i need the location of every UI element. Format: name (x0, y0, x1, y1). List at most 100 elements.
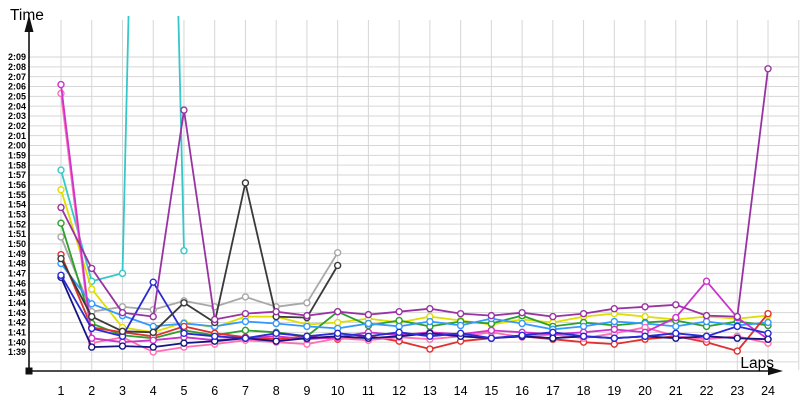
x-tick-label: 16 (515, 384, 529, 398)
series-point-navy (549, 334, 557, 342)
series-point-black (88, 312, 96, 321)
x-tick-label: 1 (58, 384, 65, 398)
x-axis-title: Laps (740, 355, 774, 372)
y-tick-label: 1:45 (8, 288, 26, 298)
x-tick-label: 5 (180, 384, 187, 398)
series-point-blue (57, 271, 65, 279)
series-point-magenta (487, 326, 496, 335)
y-tick-label: 2:04 (8, 101, 26, 111)
series-point-purple (303, 311, 311, 320)
tick-labels: 2:092:082:072:062:052:042:032:022:012:00… (8, 52, 775, 398)
series-point-purple (180, 106, 188, 114)
series-point-navy (88, 343, 96, 351)
series-point-dodgerblue (610, 317, 619, 326)
series-line-blue (60, 274, 769, 340)
y-tick-label: 2:01 (8, 131, 26, 141)
series-point-gray (303, 299, 311, 307)
series-point-turquoise (118, 269, 127, 278)
x-axis-arrow-icon (768, 366, 783, 376)
series-point-green (241, 326, 250, 335)
series-point-purple (88, 264, 96, 273)
series-point-gray (241, 293, 250, 301)
series-point-purple (764, 65, 772, 73)
x-tick-label: 10 (331, 384, 345, 398)
y-tick-label: 1:41 (8, 328, 26, 338)
series-point-blue (303, 332, 311, 340)
y-axis-title: Time (10, 7, 44, 24)
series-point-dodgerblue (149, 322, 157, 331)
series-point-navy (149, 343, 157, 351)
series-point-purple (118, 308, 127, 317)
x-tick-label: 17 (546, 384, 560, 398)
series-point-magenta (672, 313, 680, 322)
y-tick-label: 2:06 (8, 82, 26, 92)
series-point-green (395, 316, 403, 325)
series-point-dodgerblue (579, 322, 588, 331)
series-point-dodgerblue (303, 322, 311, 331)
series-line-red (60, 254, 769, 352)
series-point-blue (333, 329, 342, 338)
x-tick-label: 9 (303, 384, 310, 398)
series-lines (57, 16, 772, 356)
series-point-navy (272, 337, 280, 345)
y-tick-label: 1:54 (8, 200, 26, 210)
axes (24, 15, 783, 376)
origin-marker (25, 367, 33, 375)
y-tick-label: 2:05 (8, 92, 26, 102)
series-point-dodgerblue (395, 322, 403, 331)
y-tick-label: 1:44 (8, 298, 26, 308)
series-point-purple (610, 305, 619, 313)
x-tick-label: 3 (119, 384, 126, 398)
series-point-yellow (333, 318, 342, 327)
series-point-red (610, 340, 619, 348)
series-point-blue (88, 324, 96, 333)
series-line-purple (60, 68, 769, 321)
y-tick-label: 2:00 (8, 141, 26, 151)
series-point-purple (579, 309, 588, 318)
series-point-yellow (641, 312, 649, 321)
series-point-dodgerblue (426, 317, 434, 326)
x-tick-label: 2 (88, 384, 95, 398)
y-tick-label: 1:50 (8, 239, 26, 249)
y-tick-label: 1:55 (8, 190, 26, 200)
series-point-purple (333, 307, 342, 316)
series-point-purple (272, 307, 280, 316)
series-point-purple (733, 312, 741, 321)
series-point-blue (180, 329, 188, 338)
x-tick-label: 23 (730, 384, 744, 398)
series-point-dodgerblue (764, 318, 772, 327)
series-point-dodgerblue (672, 322, 680, 331)
series-point-green (57, 219, 65, 227)
series-point-blue (364, 332, 373, 340)
series-point-gray (333, 248, 342, 257)
y-tick-label: 1:46 (8, 278, 26, 288)
y-tick-label: 1:43 (8, 308, 26, 318)
series-point-navy (118, 342, 127, 350)
series-point-blue (456, 329, 465, 338)
series-point-blue (210, 332, 219, 340)
y-tick-label: 2:09 (8, 52, 26, 62)
x-tick-label: 24 (761, 384, 775, 398)
series-point-navy (764, 335, 772, 343)
series-point-magenta (702, 277, 711, 285)
series-point-magenta (57, 80, 65, 89)
series-point-red (733, 347, 741, 355)
y-tick-label: 2:08 (8, 62, 26, 72)
x-tick-label: 13 (423, 384, 437, 398)
y-axis-arrow-icon (24, 15, 34, 32)
x-tick-label: 20 (638, 384, 652, 398)
series-point-purple (210, 315, 219, 324)
series-point-purple (149, 312, 157, 321)
series-point-blue (579, 332, 588, 340)
series-point-red (764, 309, 772, 318)
y-tick-label: 1:57 (8, 170, 26, 180)
series-point-black (118, 327, 127, 336)
y-tick-label: 1:48 (8, 259, 26, 269)
series-point-navy (180, 339, 188, 347)
series-point-dodgerblue (518, 319, 526, 328)
series-point-blue (672, 329, 680, 338)
series-point-navy (733, 334, 741, 342)
y-tick-label: 1:42 (8, 318, 26, 328)
